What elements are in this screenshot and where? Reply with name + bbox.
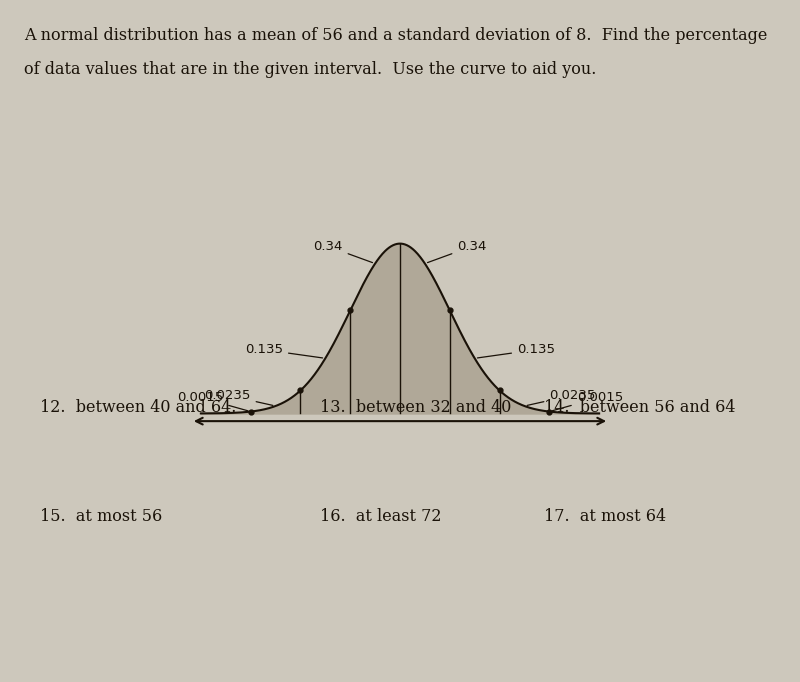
Text: 0.0015: 0.0015: [552, 391, 623, 411]
Text: 16.  at least 72: 16. at least 72: [320, 508, 442, 525]
Text: 0.34: 0.34: [427, 240, 486, 263]
Text: 0.0235: 0.0235: [527, 389, 596, 405]
Text: 15.  at most 56: 15. at most 56: [40, 508, 162, 525]
Text: 0.135: 0.135: [245, 343, 322, 358]
Text: of data values that are in the given interval.  Use the curve to aid you.: of data values that are in the given int…: [24, 61, 596, 78]
Text: 12.  between 40 and 64.: 12. between 40 and 64.: [40, 399, 236, 416]
Text: 0.0235: 0.0235: [204, 389, 273, 405]
Text: 17.  at most 64: 17. at most 64: [544, 508, 666, 525]
Text: 14.  between 56 and 64: 14. between 56 and 64: [544, 399, 735, 416]
Text: 0.0015: 0.0015: [177, 391, 248, 411]
Text: 13.  between 32 and 40: 13. between 32 and 40: [320, 399, 511, 416]
Text: 0.135: 0.135: [478, 343, 555, 358]
Text: A normal distribution has a mean of 56 and a standard deviation of 8.  Find the : A normal distribution has a mean of 56 a…: [24, 27, 767, 44]
Text: 0.34: 0.34: [314, 240, 373, 263]
